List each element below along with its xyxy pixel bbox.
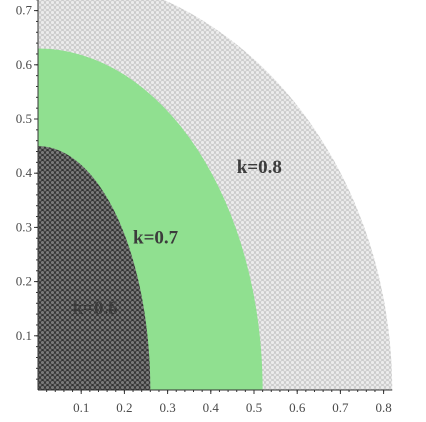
axes-layer: 0.1 0.2 0.3 0.4 0.5 0.6 0.7 0.8 0.1 0.2 0.3 0.4 0.5 0…: [16, 0, 393, 415]
x-tick-label: 0.8: [375, 400, 391, 415]
region-label-k-0-8: k=0.8: [237, 157, 282, 178]
y-tick-label: 0.5: [16, 111, 32, 126]
regions-layer: [38, 0, 393, 390]
y-tick-label: 0.4: [16, 165, 33, 180]
labels-layer: k=0.8 k=0.7 k=0.6: [73, 157, 282, 319]
y-tick-label: 0.2: [16, 274, 32, 289]
x-tick-label: 0.1: [73, 400, 89, 415]
y-tick-label: 0.3: [16, 219, 32, 234]
region-k-0-6: [38, 146, 151, 390]
x-tick-label: 0.3: [159, 400, 175, 415]
region-label-k-0-6: k=0.6: [73, 298, 118, 319]
y-tick-label: 0.1: [16, 328, 32, 343]
x-tick-label: 0.7: [332, 400, 349, 415]
x-tick-label: 0.5: [246, 400, 262, 415]
region-label-k-0-7: k=0.7: [133, 228, 179, 249]
y-tick-label: 0.7: [16, 3, 33, 18]
x-tick-label: 0.4: [203, 400, 220, 415]
x-tick-label: 0.6: [289, 400, 306, 415]
y-tick-label: 0.6: [16, 57, 33, 72]
x-tick-label: 0.2: [116, 400, 132, 415]
